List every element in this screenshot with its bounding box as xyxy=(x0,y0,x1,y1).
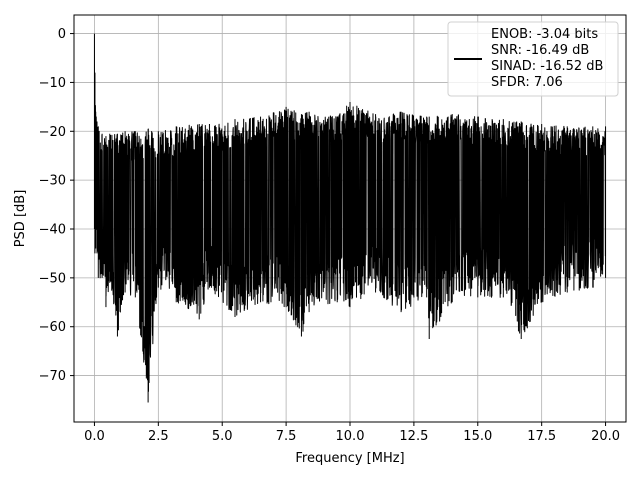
x-tick-label: 12.5 xyxy=(399,429,428,444)
legend-entry: SNR: -16.49 dB xyxy=(491,43,589,58)
legend-entry: ENOB: -3.04 bits xyxy=(491,27,598,42)
x-tick-label: 20.0 xyxy=(591,429,620,444)
y-axis: 0 −10 −20 −30 −40 −50 −60 −70 xyxy=(39,27,74,384)
x-tick-label: 2.5 xyxy=(148,429,169,444)
y-tick-label: −30 xyxy=(39,174,66,189)
x-axis: 0.0 2.5 5.0 7.5 10.0 12.5 15.0 17.5 20.0 xyxy=(84,422,620,444)
y-axis-label: PSD [dB] xyxy=(13,190,28,248)
y-tick-label: −50 xyxy=(39,271,66,286)
x-axis-label: Frequency [MHz] xyxy=(295,451,404,466)
x-tick-label: 17.5 xyxy=(527,429,556,444)
x-tick-label: 5.0 xyxy=(212,429,233,444)
x-tick-label: 7.5 xyxy=(276,429,297,444)
y-tick-label: 0 xyxy=(58,27,66,42)
legend-box xyxy=(447,21,619,97)
y-tick-label: −20 xyxy=(39,125,66,140)
legend-entry: SINAD: -16.52 dB xyxy=(491,59,603,74)
plot-area xyxy=(93,33,607,403)
x-tick-label: 0.0 xyxy=(84,429,105,444)
x-tick-label: 15.0 xyxy=(463,429,492,444)
psd-series-line xyxy=(93,33,607,403)
y-tick-label: −40 xyxy=(39,223,66,238)
y-tick-label: −70 xyxy=(39,369,66,384)
y-tick-label: −10 xyxy=(39,76,66,91)
x-tick-label: 10.0 xyxy=(336,429,365,444)
y-tick-label: −60 xyxy=(39,320,66,335)
legend-entry: SFDR: 7.06 xyxy=(491,75,563,90)
